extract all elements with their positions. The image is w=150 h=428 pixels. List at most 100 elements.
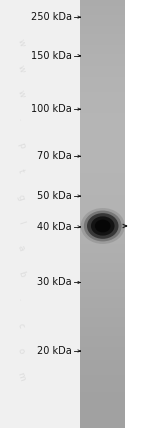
Bar (80, 355, 125, 357)
Bar (80, 302, 125, 304)
Text: 30 kDa: 30 kDa (37, 277, 72, 288)
Bar (80, 409, 125, 411)
Bar (80, 81, 125, 83)
Bar (80, 171, 125, 173)
Text: p: p (16, 141, 26, 150)
Bar (80, 45, 125, 47)
Bar (80, 362, 125, 364)
Bar (80, 227, 125, 229)
Bar (80, 334, 125, 336)
Bar (80, 265, 125, 268)
Bar (80, 98, 125, 101)
Bar (80, 389, 125, 392)
Bar (80, 274, 125, 276)
Bar (80, 118, 125, 120)
Text: t: t (16, 168, 26, 174)
Bar (80, 195, 125, 197)
Bar (80, 101, 125, 103)
Bar (80, 381, 125, 383)
Bar (80, 417, 125, 419)
Bar (80, 54, 125, 56)
Text: 100 kDa: 100 kDa (31, 104, 72, 114)
Bar (80, 407, 125, 409)
Bar (80, 387, 125, 389)
Bar (80, 60, 125, 62)
Bar (80, 28, 125, 30)
Text: g: g (16, 193, 26, 201)
Text: w: w (16, 64, 26, 73)
Bar (80, 342, 125, 345)
Bar (80, 327, 125, 330)
Bar (80, 212, 125, 214)
Bar (80, 240, 125, 242)
Bar (80, 116, 125, 118)
Text: 20 kDa: 20 kDa (37, 346, 72, 356)
Bar (80, 383, 125, 385)
Bar (80, 156, 125, 158)
Bar (80, 248, 125, 250)
Bar (80, 360, 125, 362)
Bar (80, 133, 125, 135)
Bar (80, 137, 125, 139)
Bar (80, 238, 125, 240)
Text: 50 kDa: 50 kDa (37, 191, 72, 201)
Bar (80, 24, 125, 26)
Bar (80, 71, 125, 73)
Bar (80, 58, 125, 60)
Bar (80, 353, 125, 355)
Text: 70 kDa: 70 kDa (37, 151, 72, 161)
Bar (80, 163, 125, 165)
Bar (80, 86, 125, 88)
Bar (80, 19, 125, 21)
Bar (80, 56, 125, 58)
Bar (80, 235, 125, 238)
Text: l: l (16, 220, 26, 225)
Bar (80, 263, 125, 265)
Text: c: c (16, 321, 26, 329)
Bar (80, 293, 125, 295)
Bar (80, 282, 125, 285)
Bar (80, 9, 125, 11)
Bar (80, 205, 125, 208)
Bar (80, 41, 125, 43)
Bar (80, 107, 125, 109)
Bar (80, 253, 125, 255)
Bar (80, 96, 125, 98)
Bar (80, 411, 125, 413)
Bar (80, 79, 125, 81)
Bar (80, 400, 125, 402)
Bar (80, 385, 125, 387)
Bar (80, 173, 125, 175)
Bar (80, 426, 125, 428)
Bar (80, 34, 125, 36)
Bar (80, 122, 125, 124)
Bar (80, 280, 125, 282)
Bar (80, 330, 125, 332)
Bar (80, 6, 125, 9)
Bar (80, 21, 125, 24)
Bar (80, 152, 125, 154)
Bar (80, 402, 125, 404)
Bar (80, 372, 125, 374)
Bar (80, 51, 125, 54)
Bar (80, 246, 125, 248)
Bar (80, 64, 125, 66)
Bar (80, 297, 125, 300)
Bar (80, 321, 125, 323)
Bar (80, 36, 125, 39)
Bar (80, 285, 125, 287)
Bar (80, 259, 125, 261)
Bar (80, 4, 125, 6)
Bar (80, 158, 125, 160)
Bar (80, 17, 125, 19)
Bar (80, 120, 125, 122)
Bar (80, 165, 125, 167)
Bar (80, 15, 125, 17)
Bar (80, 201, 125, 203)
Text: 250 kDa: 250 kDa (31, 12, 72, 22)
Bar (80, 0, 125, 2)
Bar (80, 422, 125, 424)
Bar (80, 169, 125, 171)
Bar (80, 167, 125, 169)
Bar (125, 0, 150, 428)
